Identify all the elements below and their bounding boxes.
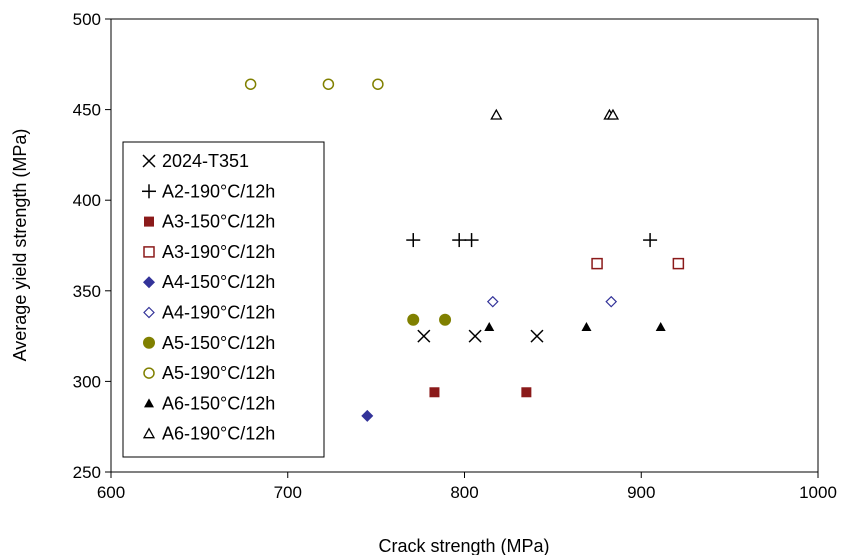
x-marker-stroke	[417, 329, 431, 343]
y-tick-label: 350	[73, 282, 101, 301]
y-tick-label: 300	[73, 372, 101, 391]
data-point	[429, 387, 440, 398]
diamond-marker	[361, 409, 374, 422]
circle-marker	[407, 313, 420, 326]
data-points	[244, 78, 685, 422]
diamond-marker	[143, 306, 155, 319]
legend-items: 2024-T351 A2-190°C/12h A3-150°C/12h A3-190°…	[142, 151, 275, 444]
legend-marker	[144, 398, 154, 408]
legend-marker	[143, 306, 155, 319]
legend-marker	[142, 427, 156, 439]
diamond-marker	[143, 276, 155, 289]
x-tick-labels: 600 700 800 900 1000	[97, 483, 837, 502]
legend-marker	[143, 276, 155, 289]
diamond-marker	[605, 295, 618, 308]
data-point	[672, 257, 685, 270]
data-point	[468, 329, 482, 343]
x-marker-stroke	[142, 154, 156, 168]
legend-marker	[143, 367, 155, 379]
legend-label: A4-150°C/12h	[162, 272, 275, 292]
triangle-marker	[142, 427, 156, 439]
triangle-marker	[606, 108, 620, 120]
square-marker	[521, 387, 532, 398]
triangle-marker	[490, 108, 503, 120]
axis-ticks	[105, 18, 819, 478]
legend-label: A5-150°C/12h	[162, 333, 275, 353]
y-tick-label: 450	[73, 101, 101, 120]
y-axis-title: Average yield strength (MPa)	[10, 129, 30, 362]
data-point	[486, 295, 499, 308]
data-point	[322, 78, 335, 90]
legend-label: 2024-T351	[162, 151, 249, 171]
data-point	[439, 313, 452, 326]
y-tick-labels: 250 300 350 400 450 500	[73, 10, 101, 482]
data-point	[521, 387, 532, 398]
data-point	[244, 78, 257, 90]
x-tick-label: 800	[450, 483, 478, 502]
legend-label: A5-190°C/12h	[162, 363, 275, 383]
data-point	[643, 233, 658, 248]
legend-marker	[143, 336, 155, 349]
data-point	[406, 233, 421, 248]
legend-marker	[142, 184, 156, 199]
circle-marker	[372, 78, 384, 90]
x-axis-title: Crack strength (MPa)	[378, 536, 549, 555]
square-marker	[591, 257, 603, 270]
data-point	[464, 233, 479, 248]
legend-marker	[143, 246, 155, 258]
data-point	[361, 409, 374, 422]
data-point	[655, 322, 666, 332]
square-marker	[429, 387, 440, 398]
data-point	[605, 295, 618, 308]
circle-marker	[322, 78, 335, 90]
circle-marker	[439, 313, 452, 326]
y-tick-label: 400	[73, 191, 101, 210]
y-tick-label: 250	[73, 463, 101, 482]
data-point	[372, 78, 384, 90]
data-point	[407, 313, 420, 326]
legend: 2024-T351 A2-190°C/12h A3-150°C/12h A3-190°…	[122, 141, 325, 458]
legend-label: A6-150°C/12h	[162, 393, 275, 413]
data-point	[452, 233, 467, 248]
square-marker	[672, 257, 685, 270]
triangle-marker	[484, 322, 495, 332]
triangle-marker	[581, 322, 592, 332]
x-tick-label: 1000	[799, 483, 837, 502]
x-tick-label: 900	[627, 483, 655, 502]
data-point	[484, 322, 495, 332]
data-point	[581, 322, 592, 332]
data-point	[606, 108, 620, 120]
legend-label: A4-190°C/12h	[162, 303, 275, 323]
square-marker	[144, 216, 154, 227]
circle-marker	[244, 78, 257, 90]
data-point	[417, 329, 431, 343]
legend-marker	[142, 154, 156, 168]
data-point	[490, 108, 503, 120]
x-marker-stroke	[530, 329, 544, 343]
x-marker-stroke	[468, 329, 482, 343]
circle-marker	[143, 336, 155, 349]
data-point	[530, 329, 544, 343]
legend-label: A3-150°C/12h	[162, 212, 275, 232]
diamond-marker	[486, 295, 499, 308]
triangle-marker	[655, 322, 666, 332]
x-tick-label: 700	[274, 483, 302, 502]
legend-label: A2-190°C/12h	[162, 181, 275, 201]
x-tick-label: 600	[97, 483, 125, 502]
legend-marker	[144, 216, 154, 227]
triangle-marker	[144, 398, 154, 408]
square-marker	[143, 246, 155, 258]
circle-marker	[143, 367, 155, 379]
y-tick-label: 500	[73, 10, 101, 29]
legend-label: A3-190°C/12h	[162, 242, 275, 262]
data-point	[591, 257, 603, 270]
legend-label: A6-190°C/12h	[162, 424, 275, 444]
legend-box	[122, 141, 325, 458]
